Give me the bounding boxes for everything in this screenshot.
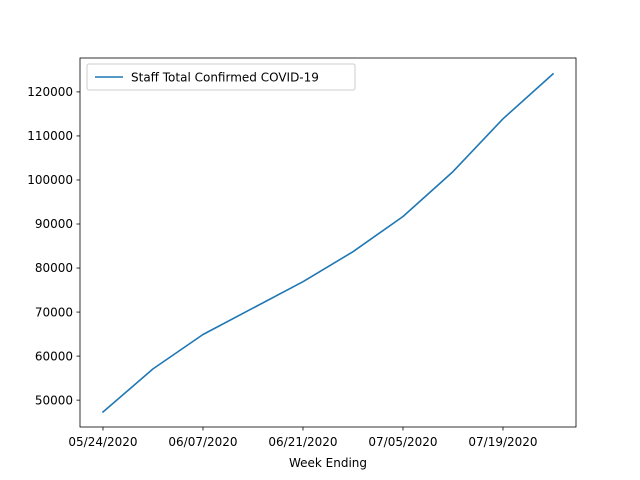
y-tick-label: 60000 [35, 349, 73, 363]
x-tick-label: 06/07/2020 [168, 435, 237, 449]
axes: 50000 60000 70000 80000 90000 100000 110000 120… [27, 57, 577, 449]
x-tick-label: 05/24/2020 [68, 435, 137, 449]
plot-area [101, 72, 555, 414]
x-tick-label: 07/19/2020 [468, 435, 537, 449]
legend-box [86, 63, 356, 91]
y-tick-label: 120000 [27, 85, 73, 99]
y-tick-label: 70000 [35, 305, 73, 319]
legend: Staff Total Confirmed COVID-19 [86, 63, 356, 91]
y-tick-label: 90000 [35, 217, 73, 231]
series-line [101, 72, 555, 414]
x-axis-title: Week Ending [289, 456, 367, 470]
y-tick-label: 80000 [35, 261, 73, 275]
x-tick-label: 07/05/2020 [368, 435, 437, 449]
y-tick-label: 100000 [27, 173, 73, 187]
axes-frame [79, 57, 577, 428]
x-tick-label: 06/21/2020 [268, 435, 337, 449]
y-tick-label: 50000 [35, 393, 73, 407]
y-tick-label: 110000 [27, 129, 73, 143]
legend-label: Staff Total Confirmed COVID-19 [131, 71, 319, 85]
